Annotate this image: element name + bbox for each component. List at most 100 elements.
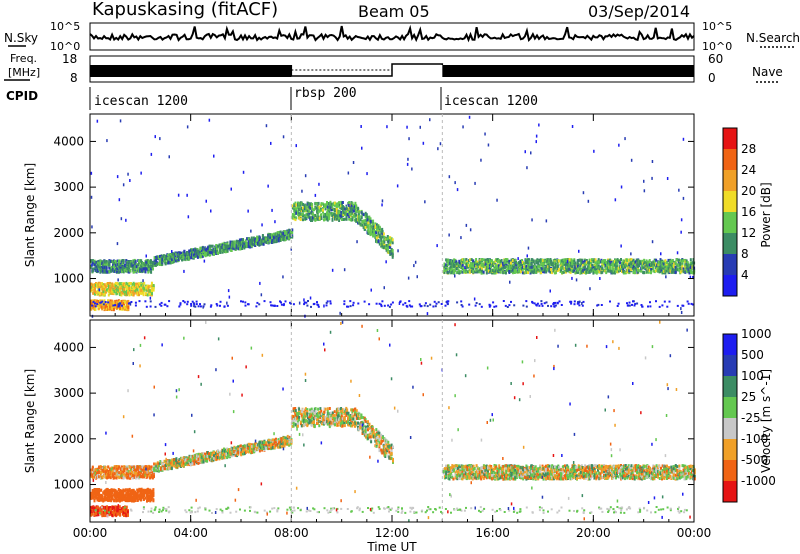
echo-cell [124,283,127,287]
echo-cell [634,270,636,273]
echo-cell [542,270,545,274]
echo-cell [376,228,378,232]
echo-cell [484,266,487,270]
echo-cell [470,270,473,273]
echo-cell [242,241,244,245]
echo-cell [318,206,321,210]
echo-cell [120,217,123,221]
echo-cell [572,270,575,273]
echo-cell [120,302,123,306]
echo-cell [358,210,361,214]
echo-cell [461,260,464,264]
echo-cell [97,305,100,309]
echo-cell [96,260,99,264]
echo-cell [513,304,516,307]
echo-cell [181,258,184,262]
echo-cell [620,244,622,248]
cpid-label: CPID [6,89,38,103]
echo-cell [220,243,223,247]
echo-cell [203,259,206,263]
echo-cell [435,302,438,305]
echo-cell [657,263,660,267]
echo-cell [467,264,470,267]
echo-cell [536,258,539,262]
echo-cell [110,260,113,264]
echo-cell [448,233,450,237]
echo-cell [495,305,498,308]
echo-cell [557,268,560,271]
echo-cell [616,270,619,274]
echo-cell [101,260,104,264]
echo-cell [621,270,623,273]
echo-cell [96,266,99,270]
echo-cell [481,264,484,268]
echo-cell [154,135,156,139]
echo-cell [244,239,247,243]
echo-cell [413,264,415,268]
echo-cell [148,260,151,264]
echo-cell [638,263,641,267]
echo-cell [111,282,114,286]
echo-cell [313,217,316,221]
echo-cell [293,202,296,206]
echo-cell [406,125,408,129]
echo-cell [306,209,309,213]
echo-cell [175,252,178,256]
echo-cell [340,216,343,220]
echo-cell [549,289,551,293]
echo-cell [525,270,528,274]
echo-cell [538,265,541,269]
freq-block-icescan-1 [90,65,292,77]
echo-cell [626,265,629,269]
echo-cell [551,262,553,266]
echo-cell [307,300,309,302]
echo-cell [609,260,612,264]
echo-cell [100,303,103,307]
echo-cell [247,240,250,244]
echo-cell [687,302,690,305]
echo-cell [182,255,185,259]
echo-cell [136,284,139,288]
echo-cell [630,258,633,261]
echo-cell [663,270,666,273]
cpid-segment-3: icescan 1200 [444,94,538,109]
echo-cell [111,289,114,293]
echo-cell [207,249,210,253]
echo-cell [406,162,409,166]
echo-cell [682,267,685,271]
echo-cell [294,218,297,222]
echo-cell [597,303,600,306]
echo-cell [214,250,217,253]
echo-cell [645,259,648,263]
echo-cell [122,259,125,263]
echo-cell [344,217,347,221]
echo-cell [339,214,341,218]
echo-cell [545,267,548,270]
echo-cell [297,202,299,206]
echo-cell [354,207,357,211]
echo-cell [573,300,576,303]
echo-cell [621,261,623,265]
echo-cell [542,265,545,269]
echo-cell [465,263,468,266]
echo-cell [610,260,613,264]
echo-cell [282,231,285,235]
echo-cell [342,211,345,215]
echo-cell [119,306,122,310]
echo-cell [144,270,147,274]
echo-cell [124,307,126,311]
echo-cell [257,241,260,245]
echo-cell [382,232,385,236]
echo-cell [455,266,458,270]
echo-cell [311,212,314,216]
echo-cell [355,209,358,213]
echo-cell [375,302,378,305]
echo-cell [476,267,479,271]
echo-cell [462,270,465,274]
echo-cell [166,305,169,308]
echo-cell [509,280,511,284]
echo-cell [585,259,588,262]
echo-cell [404,302,407,305]
echo-cell [689,261,692,265]
echo-cell [208,118,211,122]
